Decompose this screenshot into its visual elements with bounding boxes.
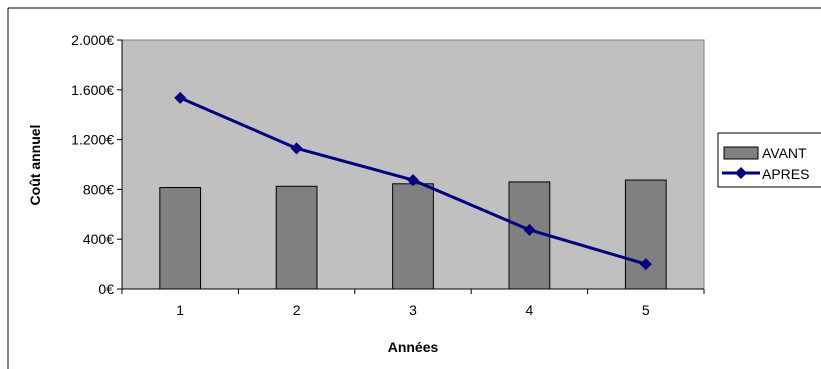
y-tick-labels: 0€ 400€ 800€ 1.200€ 1.600€ 2.000€ (71, 32, 114, 297)
legend-label-apres: APRES (762, 166, 809, 182)
legend-box (717, 132, 821, 188)
legend-label-avant: AVANT (762, 145, 807, 161)
y-tick-label: 800€ (83, 181, 114, 197)
line-series-group (174, 91, 652, 271)
x-tick-label: 1 (176, 302, 184, 318)
x-tick-labels: 1 2 3 4 5 (176, 302, 650, 318)
x-tick-label: 5 (642, 302, 650, 318)
bar-avant-1 (159, 187, 202, 290)
y-tick-label: 400€ (83, 231, 114, 247)
y-tick-label: 1.200€ (71, 132, 114, 148)
y-tick-label: 0€ (98, 281, 114, 297)
x-axis-title: Années (388, 339, 439, 355)
point-apres-5 (639, 258, 652, 271)
legend-swatch-avant (723, 146, 759, 160)
legend-swatch-apres-marker (735, 167, 747, 179)
y-axis-title: Coût annuel (27, 125, 43, 206)
x-tick-label: 4 (526, 302, 534, 318)
axes-group (117, 39, 705, 294)
x-tick-label: 2 (293, 302, 301, 318)
bar-avant-2 (275, 185, 318, 290)
x-tick-label: 3 (409, 302, 417, 318)
y-tick-label: 2.000€ (71, 32, 114, 48)
bar-avant-5 (624, 179, 667, 290)
point-apres-4 (523, 223, 536, 236)
y-tick-label: 1.600€ (71, 82, 114, 98)
point-apres-1 (174, 91, 187, 104)
legend: AVANT APRES (717, 132, 821, 188)
bar-avant-3 (392, 183, 434, 290)
point-apres-2 (290, 142, 303, 155)
point-apres-3 (407, 174, 419, 187)
